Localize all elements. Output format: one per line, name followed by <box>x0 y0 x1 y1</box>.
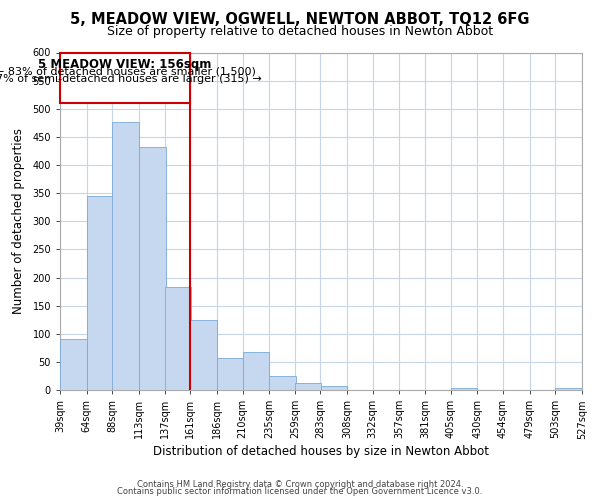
Bar <box>243 352 269 390</box>
Bar <box>165 286 191 390</box>
Text: 5 MEADOW VIEW: 156sqm: 5 MEADOW VIEW: 156sqm <box>38 58 212 70</box>
Bar <box>556 388 582 390</box>
Text: Contains public sector information licensed under the Open Government Licence v3: Contains public sector information licen… <box>118 487 482 496</box>
Bar <box>60 340 86 390</box>
Bar <box>112 122 139 390</box>
Bar <box>139 147 166 390</box>
Bar <box>87 196 113 390</box>
Text: 17% of semi-detached houses are larger (315) →: 17% of semi-detached houses are larger (… <box>0 74 262 84</box>
Text: Size of property relative to detached houses in Newton Abbot: Size of property relative to detached ho… <box>107 25 493 38</box>
FancyBboxPatch shape <box>60 52 190 103</box>
X-axis label: Distribution of detached houses by size in Newton Abbot: Distribution of detached houses by size … <box>153 446 489 458</box>
Bar <box>451 388 477 390</box>
Bar <box>295 382 322 390</box>
Text: 5, MEADOW VIEW, OGWELL, NEWTON ABBOT, TQ12 6FG: 5, MEADOW VIEW, OGWELL, NEWTON ABBOT, TQ… <box>70 12 530 28</box>
Y-axis label: Number of detached properties: Number of detached properties <box>13 128 25 314</box>
Bar <box>269 376 296 390</box>
Text: Contains HM Land Registry data © Crown copyright and database right 2024.: Contains HM Land Registry data © Crown c… <box>137 480 463 489</box>
Text: ← 83% of detached houses are smaller (1,500): ← 83% of detached houses are smaller (1,… <box>0 66 256 76</box>
Bar <box>320 386 347 390</box>
Bar <box>217 358 244 390</box>
Bar <box>190 320 217 390</box>
